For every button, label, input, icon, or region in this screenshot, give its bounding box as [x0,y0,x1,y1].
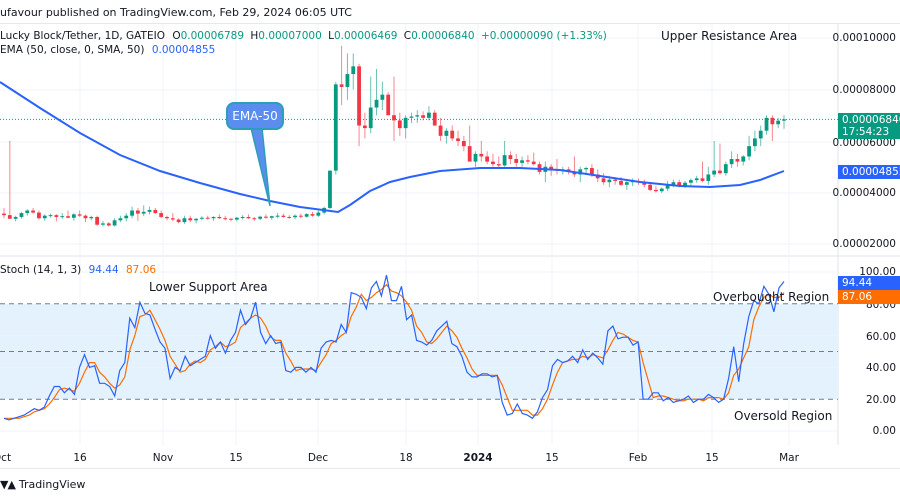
close-label: C [403,30,412,42]
last-price-tag: 0.00006840 17:54:23 [838,113,900,139]
price-axis-label: 0.00008000 [832,84,896,96]
low-label: L [328,30,334,42]
open-value: 0.00006789 [180,30,245,42]
tradingview-brand[interactable]: ▼▲ TradingView [0,478,85,491]
brand-label: TradingView [18,478,86,491]
stoch-name[interactable]: Stoch (14, 1, 3) [0,264,82,276]
open-label: O [172,30,181,42]
time-axis-label: 18 [399,452,413,464]
lower-support-label: Lower Support Area [149,280,268,294]
time-axis-label: 2024 [463,452,493,464]
high-label: H [250,30,259,42]
ema-callout: EMA-50 [226,102,284,130]
stoch-legend: Stoch (14, 1, 3) 94.44 87.06 [0,264,156,276]
stoch-k-tag: 94.44 [838,276,900,290]
overbought-label: Overbought Region [713,290,830,304]
low-value: 0.00006469 [333,30,398,42]
time-axis-label: Feb [628,452,648,464]
price-axis-label: 0.00010000 [832,32,896,44]
oversold-label: Oversold Region [734,409,833,423]
price-axis-label: 0.00004000 [832,187,896,199]
price-axis-label: 0.00002000 [832,238,896,250]
last-price-value: 0.00006840 [842,114,900,126]
ema-legend: EMA (50, close, 0, SMA, 50) 0.00004855 [0,44,215,56]
upper-resistance-label: Upper Resistance Area [661,29,798,43]
time-axis-label: Mar [779,452,799,464]
stoch-k-value: 94.44 [88,264,119,276]
stoch-axis-label: 100.00 [859,266,896,278]
stoch-axis-label: 0.00 [872,425,896,437]
header-divider [0,23,900,24]
time-axis-label: 16 [73,452,87,464]
time-axis-label: 15 [705,452,719,464]
price-axis-label: 0.00006000 [832,137,896,149]
stoch-d-tag: 87.06 [838,290,900,304]
bar-countdown: 17:54:23 [842,126,890,138]
close-value: 0.00006840 [411,30,475,42]
high-value: 0.00007000 [258,30,322,42]
stoch-axis-label: 60.00 [865,331,896,343]
symbol-legend: Lucky Block/Tether, 1D, GATEIO O0.000067… [0,30,607,42]
change-value: +0.00000090 (+1.33%) [480,30,607,42]
time-axis-label: Dec [307,452,329,464]
stoch-axis-label: 20.00 [865,394,896,406]
ema-name[interactable]: EMA (50, close, 0, SMA, 50) [0,44,145,56]
ema-price-tag: 0.00004855 [838,165,900,179]
ema-callout-label: EMA-50 [232,109,278,123]
publisher-line: ufavour published on TradingView.com, Fe… [0,6,352,19]
time-axis-label: Nov [152,452,174,464]
ema-value: 0.00004855 [151,44,216,56]
symbol-name[interactable]: Lucky Block/Tether, 1D, GATEIO [0,30,165,42]
time-axis-label: 15 [229,452,243,464]
stoch-d-value: 87.06 [126,264,157,276]
time-axis-label: 15 [545,452,559,464]
time-axis-label: Oct [0,452,12,464]
stoch-axis-label: 40.00 [865,362,896,374]
footer-divider [0,468,900,469]
tradingview-logo-icon: ▼▲ [0,478,16,491]
